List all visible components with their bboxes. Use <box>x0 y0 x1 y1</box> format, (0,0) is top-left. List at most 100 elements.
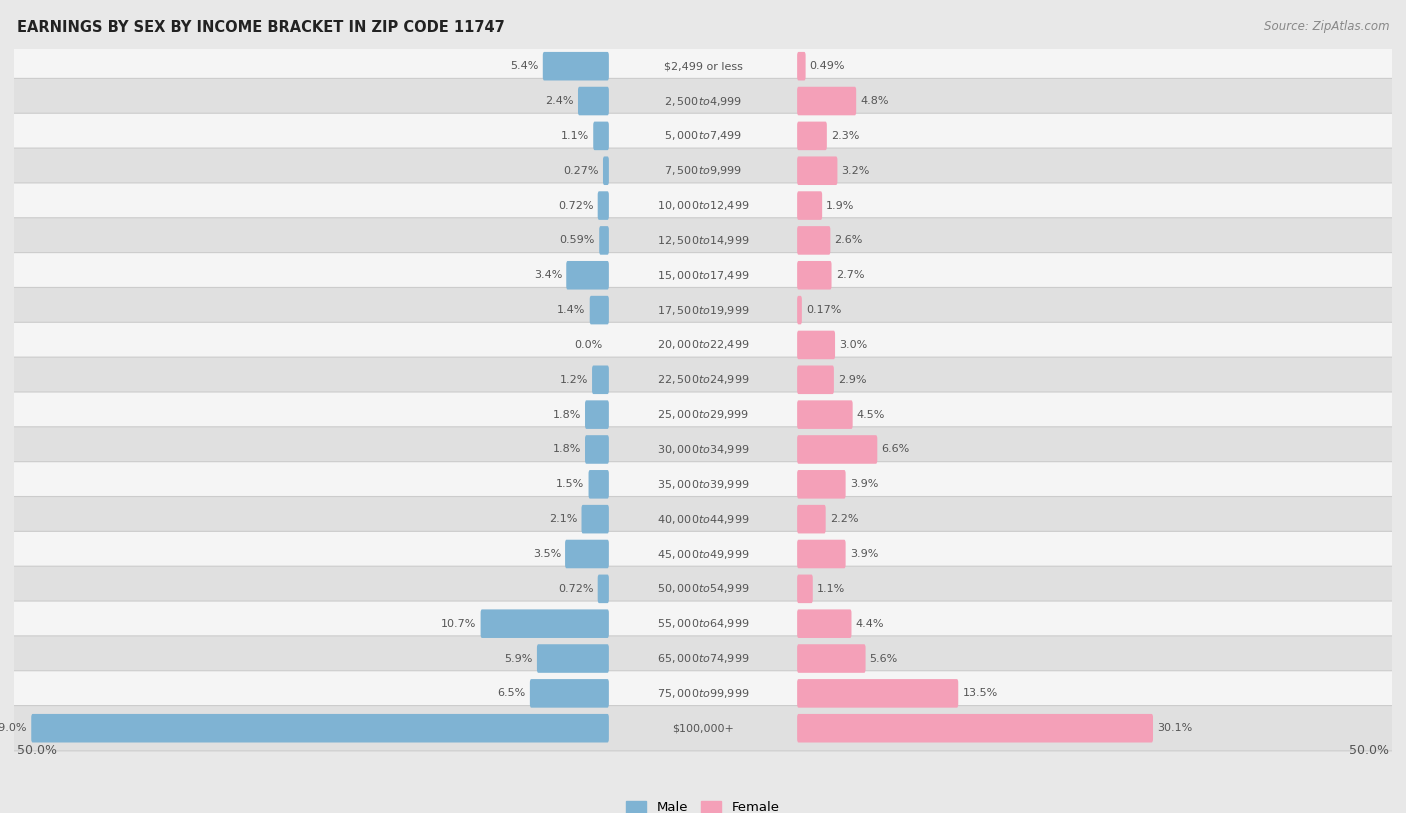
FancyBboxPatch shape <box>599 226 609 254</box>
Text: $45,000 to $49,999: $45,000 to $49,999 <box>657 547 749 560</box>
FancyBboxPatch shape <box>13 462 1393 507</box>
Text: 2.9%: 2.9% <box>838 375 866 385</box>
Text: 3.9%: 3.9% <box>849 549 879 559</box>
Text: 0.0%: 0.0% <box>574 340 602 350</box>
Text: 0.49%: 0.49% <box>810 61 845 72</box>
FancyBboxPatch shape <box>530 679 609 707</box>
Text: $75,000 to $99,999: $75,000 to $99,999 <box>657 687 749 700</box>
Text: $100,000+: $100,000+ <box>672 724 734 733</box>
Text: 3.9%: 3.9% <box>849 480 879 489</box>
Text: 1.1%: 1.1% <box>561 131 589 141</box>
FancyBboxPatch shape <box>578 87 609 115</box>
FancyBboxPatch shape <box>481 610 609 638</box>
FancyBboxPatch shape <box>13 78 1393 124</box>
Text: 5.6%: 5.6% <box>870 654 898 663</box>
FancyBboxPatch shape <box>797 226 831 254</box>
Text: 0.17%: 0.17% <box>806 305 841 315</box>
Text: 2.3%: 2.3% <box>831 131 859 141</box>
FancyBboxPatch shape <box>582 505 609 533</box>
Text: 4.4%: 4.4% <box>856 619 884 628</box>
Text: 0.27%: 0.27% <box>564 166 599 176</box>
FancyBboxPatch shape <box>13 322 1393 367</box>
FancyBboxPatch shape <box>598 191 609 220</box>
Text: $55,000 to $64,999: $55,000 to $64,999 <box>657 617 749 630</box>
FancyBboxPatch shape <box>589 470 609 498</box>
FancyBboxPatch shape <box>13 357 1393 402</box>
FancyBboxPatch shape <box>13 706 1393 751</box>
FancyBboxPatch shape <box>543 52 609 80</box>
Text: $50,000 to $54,999: $50,000 to $54,999 <box>657 582 749 595</box>
FancyBboxPatch shape <box>537 644 609 673</box>
Text: $10,000 to $12,499: $10,000 to $12,499 <box>657 199 749 212</box>
Text: 6.5%: 6.5% <box>498 689 526 698</box>
FancyBboxPatch shape <box>565 540 609 568</box>
FancyBboxPatch shape <box>13 218 1393 263</box>
Text: 30.1%: 30.1% <box>1157 724 1192 733</box>
FancyBboxPatch shape <box>797 435 877 463</box>
Text: $25,000 to $29,999: $25,000 to $29,999 <box>657 408 749 421</box>
Text: Source: ZipAtlas.com: Source: ZipAtlas.com <box>1264 20 1389 33</box>
Text: 2.2%: 2.2% <box>830 514 858 524</box>
Text: 1.8%: 1.8% <box>553 410 581 420</box>
Text: 1.4%: 1.4% <box>557 305 586 315</box>
Text: 1.1%: 1.1% <box>817 584 845 593</box>
Text: $20,000 to $22,499: $20,000 to $22,499 <box>657 338 749 351</box>
FancyBboxPatch shape <box>797 296 801 324</box>
FancyBboxPatch shape <box>13 671 1393 716</box>
Text: $30,000 to $34,999: $30,000 to $34,999 <box>657 443 749 456</box>
Text: 5.4%: 5.4% <box>510 61 538 72</box>
FancyBboxPatch shape <box>598 575 609 603</box>
Text: $2,499 or less: $2,499 or less <box>664 61 742 72</box>
Text: 0.59%: 0.59% <box>560 236 595 246</box>
Text: 1.8%: 1.8% <box>553 445 581 454</box>
FancyBboxPatch shape <box>13 427 1393 472</box>
Text: 50.0%: 50.0% <box>1350 745 1389 758</box>
Text: $15,000 to $17,499: $15,000 to $17,499 <box>657 269 749 282</box>
FancyBboxPatch shape <box>797 122 827 150</box>
Text: $35,000 to $39,999: $35,000 to $39,999 <box>657 478 749 491</box>
Text: 4.8%: 4.8% <box>860 96 889 106</box>
FancyBboxPatch shape <box>797 87 856 115</box>
FancyBboxPatch shape <box>13 497 1393 541</box>
FancyBboxPatch shape <box>593 122 609 150</box>
FancyBboxPatch shape <box>13 532 1393 576</box>
FancyBboxPatch shape <box>797 644 866 673</box>
Text: 3.5%: 3.5% <box>533 549 561 559</box>
Text: $7,500 to $9,999: $7,500 to $9,999 <box>664 164 742 177</box>
FancyBboxPatch shape <box>13 601 1393 646</box>
FancyBboxPatch shape <box>797 261 831 289</box>
Text: 0.72%: 0.72% <box>558 584 593 593</box>
FancyBboxPatch shape <box>797 575 813 603</box>
FancyBboxPatch shape <box>797 156 838 185</box>
Text: 13.5%: 13.5% <box>962 689 998 698</box>
FancyBboxPatch shape <box>797 505 825 533</box>
Text: $65,000 to $74,999: $65,000 to $74,999 <box>657 652 749 665</box>
FancyBboxPatch shape <box>797 610 852 638</box>
Text: 0.72%: 0.72% <box>558 201 593 211</box>
FancyBboxPatch shape <box>589 296 609 324</box>
Text: 3.0%: 3.0% <box>839 340 868 350</box>
FancyBboxPatch shape <box>797 191 823 220</box>
Text: $17,500 to $19,999: $17,500 to $19,999 <box>657 303 749 316</box>
Text: 3.2%: 3.2% <box>842 166 870 176</box>
Text: $22,500 to $24,999: $22,500 to $24,999 <box>657 373 749 386</box>
Text: 1.9%: 1.9% <box>827 201 855 211</box>
Text: 2.6%: 2.6% <box>834 236 863 246</box>
FancyBboxPatch shape <box>797 331 835 359</box>
Text: 10.7%: 10.7% <box>441 619 477 628</box>
FancyBboxPatch shape <box>13 253 1393 298</box>
FancyBboxPatch shape <box>13 566 1393 611</box>
Text: 6.6%: 6.6% <box>882 445 910 454</box>
Text: 2.1%: 2.1% <box>548 514 578 524</box>
FancyBboxPatch shape <box>13 183 1393 228</box>
FancyBboxPatch shape <box>797 470 845 498</box>
FancyBboxPatch shape <box>603 156 609 185</box>
Text: 4.5%: 4.5% <box>856 410 886 420</box>
FancyBboxPatch shape <box>592 366 609 394</box>
FancyBboxPatch shape <box>13 288 1393 333</box>
Text: 2.4%: 2.4% <box>546 96 574 106</box>
FancyBboxPatch shape <box>585 435 609 463</box>
FancyBboxPatch shape <box>13 636 1393 681</box>
FancyBboxPatch shape <box>585 400 609 429</box>
FancyBboxPatch shape <box>31 714 609 742</box>
